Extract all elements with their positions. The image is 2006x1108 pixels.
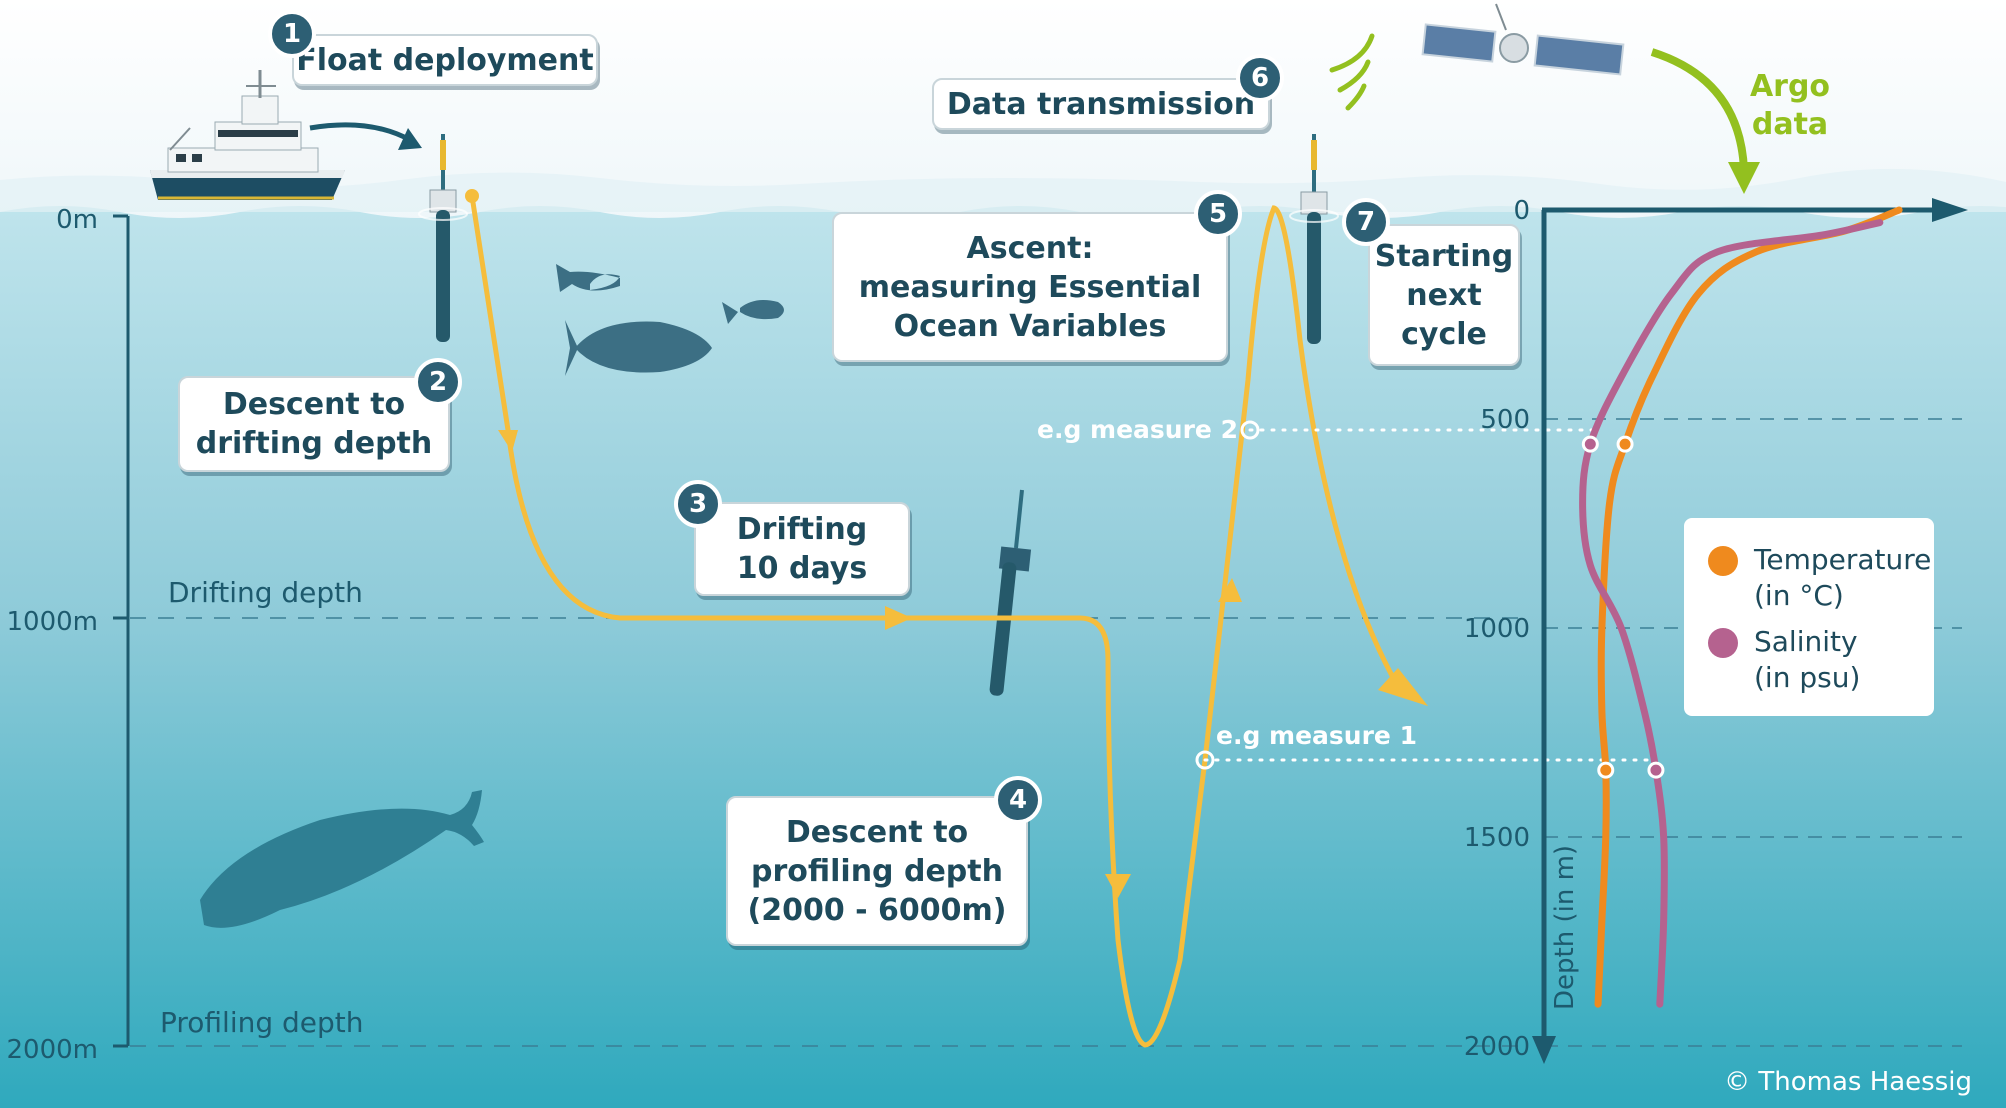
legend-salinity-unit: (in psu) [1754, 661, 1861, 694]
step-7-badge: 7 [1342, 198, 1390, 246]
temperature-swatch [1708, 546, 1738, 576]
float-surfaced-icon [1289, 134, 1339, 344]
chart-legend: Temperature (in °C) Salinity (in psu) [1684, 518, 1934, 716]
step-7-line-2: next [1406, 277, 1482, 313]
step-6-line-1: Data transmission [946, 86, 1256, 122]
argo-label-line2: data [1752, 107, 1828, 142]
step-5-line-2: measuring Essential [858, 269, 1202, 305]
step-2-box: Descent to drifting depth [178, 376, 450, 472]
drifting-depth-label: Drifting depth [168, 576, 363, 609]
step-3-line-2: 10 days [736, 551, 868, 586]
ship-icon [150, 70, 345, 200]
argo-label-line1: Argo [1750, 69, 1830, 104]
measure-1-label: e.g measure 1 [1216, 721, 1417, 750]
step-3-box: Drifting 10 days [694, 502, 910, 596]
legend-item-temperature: Temperature (in °C) [1708, 542, 1931, 614]
chart-tick-label: 2000 [1464, 1032, 1530, 1062]
chart-y-axis-label: Depth (in m) [1550, 845, 1580, 1010]
step-1-box: Float deployment [292, 34, 598, 86]
float-drifting-icon [989, 489, 1032, 696]
step-6-box: Data transmission [932, 78, 1270, 130]
step-3-line-1: Drifting [736, 512, 868, 547]
chart-measure-points [1581, 435, 1665, 779]
chart-tick-label: 500 [1480, 405, 1530, 435]
step-4-box: Descent to profiling depth (2000 - 6000m… [726, 796, 1028, 946]
step-4-line-3: (2000 - 6000m) [747, 892, 1007, 928]
depth-label-1000m: 1000m [7, 607, 99, 637]
argo-data-arrow [1650, 48, 1748, 171]
trajectory-start-dot [465, 189, 479, 203]
profile-measure-point [1647, 761, 1665, 779]
salinity-swatch [1708, 628, 1738, 658]
salinity-series-line [1579, 219, 1884, 1008]
profiling-depth-label: Profiling depth [160, 1006, 364, 1039]
chart-tick-labels: 0 500 1000 1500 2000 [1464, 196, 1530, 1062]
step-1-badge: 1 [268, 10, 316, 58]
legend-temperature-unit: (in °C) [1754, 579, 1844, 612]
surface-haze [0, 168, 2006, 212]
legend-salinity-label: Salinity [1754, 625, 1858, 658]
step-2-line-1: Descent to [222, 387, 406, 422]
credit-text: © Thomas Haessig [1724, 1067, 1972, 1097]
chart-x-axis-arrow [1932, 198, 1968, 222]
step-3-badge: 3 [674, 480, 722, 528]
step-2-badge: 2 [414, 358, 462, 406]
profile-measure-point [1597, 761, 1615, 779]
chart-y-axis-arrow [1532, 1036, 1556, 1064]
signal-waves-icon [1329, 33, 1375, 111]
profile-measure-point [1581, 435, 1599, 453]
chart-tick-label: 1000 [1464, 614, 1530, 644]
measure-2-label: e.g measure 2 [1037, 415, 1238, 444]
measure-1-point [1195, 750, 1215, 770]
step-1-line-1: Float deployment [296, 42, 594, 78]
chart-tick-label: 0 [1513, 196, 1530, 226]
legend-item-salinity: Salinity (in psu) [1708, 624, 1860, 696]
temperature-series-line [1594, 206, 1903, 1008]
float-trajectory [469, 195, 1403, 1048]
step-2-line-2: drifting depth [195, 426, 433, 461]
step-5-line-3: Ocean Variables [893, 308, 1167, 344]
step-7-box: Starting next cycle [1368, 224, 1520, 366]
step-5-badge: 5 [1194, 190, 1242, 238]
sperm-whale-silhouette [200, 790, 484, 928]
measure-2-point [1240, 420, 1260, 440]
step-6-badge: 6 [1236, 54, 1284, 102]
step-5-line-1: Ascent: [966, 230, 1094, 266]
deploy-arrow [309, 122, 412, 143]
depth-label-0m: 0m [56, 205, 98, 235]
argo-data-arrow-head [1728, 162, 1760, 194]
trajectory-arrowheads [498, 430, 1428, 898]
tuna-fish-icons [556, 264, 784, 376]
step-4-badge: 4 [994, 776, 1042, 824]
chart-tick-label: 1500 [1464, 823, 1530, 853]
depth-label-2000m: 2000m [7, 1035, 99, 1065]
step-4-line-1: Descent to [785, 814, 969, 850]
satellite-icon [1421, 3, 1625, 76]
step-5-box: Ascent: measuring Essential Ocean Variab… [832, 212, 1228, 362]
deploy-arrow-head [398, 128, 422, 150]
step-7-line-3: cycle [1401, 316, 1487, 352]
float-at-surface-icon [418, 134, 468, 342]
profile-chart: 0 500 1000 1500 2000 Depth (in m) [1464, 196, 1968, 1064]
step-7-line-1: Starting [1374, 238, 1514, 274]
step-4-line-2: profiling depth [751, 853, 1003, 889]
profile-measure-point [1616, 435, 1634, 453]
legend-temperature-label: Temperature [1754, 543, 1932, 576]
